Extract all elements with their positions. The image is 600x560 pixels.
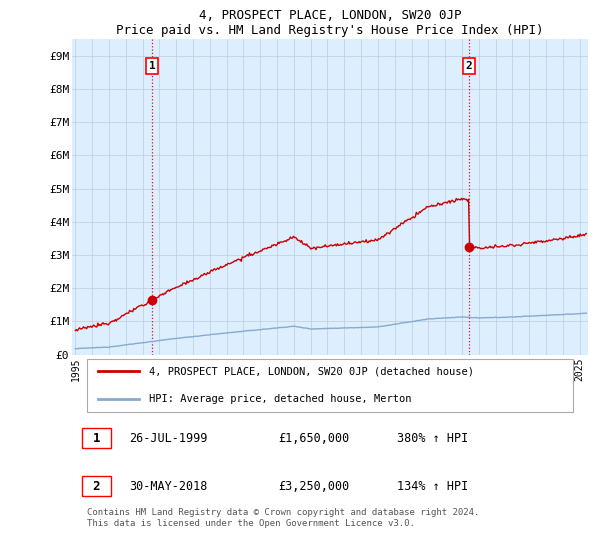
Text: 1: 1: [92, 432, 100, 445]
FancyBboxPatch shape: [82, 428, 110, 448]
Text: 4, PROSPECT PLACE, LONDON, SW20 0JP (detached house): 4, PROSPECT PLACE, LONDON, SW20 0JP (det…: [149, 366, 475, 376]
FancyBboxPatch shape: [82, 477, 110, 496]
Text: 2: 2: [466, 61, 472, 71]
Title: 4, PROSPECT PLACE, LONDON, SW20 0JP
Price paid vs. HM Land Registry's House Pric: 4, PROSPECT PLACE, LONDON, SW20 0JP Pric…: [116, 8, 544, 36]
Text: 380% ↑ HPI: 380% ↑ HPI: [397, 432, 469, 445]
Text: 2: 2: [92, 480, 100, 493]
Text: £3,250,000: £3,250,000: [278, 480, 350, 493]
Text: Contains HM Land Registry data © Crown copyright and database right 2024.
This d: Contains HM Land Registry data © Crown c…: [88, 508, 480, 528]
Text: 26-JUL-1999: 26-JUL-1999: [129, 432, 207, 445]
FancyBboxPatch shape: [88, 359, 572, 412]
Text: £1,650,000: £1,650,000: [278, 432, 350, 445]
Text: 134% ↑ HPI: 134% ↑ HPI: [397, 480, 469, 493]
Text: 1: 1: [149, 61, 155, 71]
Text: 30-MAY-2018: 30-MAY-2018: [129, 480, 207, 493]
Text: HPI: Average price, detached house, Merton: HPI: Average price, detached house, Mert…: [149, 394, 412, 404]
